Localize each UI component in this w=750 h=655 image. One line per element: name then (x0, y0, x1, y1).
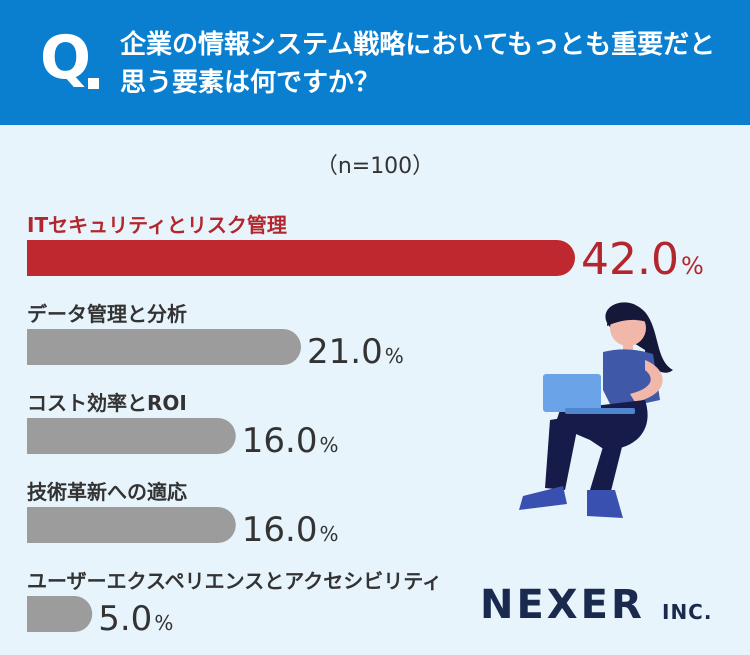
question-text: 企業の情報システム戦略においてもっとも重要だと思う要素は何ですか？ (120, 30, 716, 98)
value-label: 21.0% (307, 332, 404, 372)
nexer-logo: NEXER (480, 582, 645, 628)
category-label: ユーザーエクスペリエンスとアクセシビリティ (27, 569, 442, 593)
category-label: ITセキュリティとリスク管理 (27, 213, 287, 237)
bar (27, 329, 301, 365)
nexer-logo-suffix: INC. (662, 600, 713, 624)
category-label: データ管理と分析 (27, 302, 187, 326)
bar (27, 507, 236, 543)
category-label: コスト効率とROI (27, 391, 187, 415)
bar (27, 240, 575, 276)
q-dot (88, 78, 99, 89)
category-label: 技術革新への適応 (27, 480, 187, 504)
bar (27, 418, 236, 455)
value-label: 16.0% (242, 510, 339, 550)
value-label: 16.0% (242, 421, 339, 461)
q-mark: Q (40, 23, 92, 93)
sample-size: （n=100） (315, 154, 435, 179)
woman-laptop-illustration (519, 302, 673, 518)
bar (27, 596, 93, 632)
question-header: Q 企業の情報システム戦略においてもっとも重要だと思う要素は何ですか？ (0, 0, 750, 125)
value-label: 42.0% (581, 234, 704, 285)
value-label: 5.0% (98, 599, 173, 639)
